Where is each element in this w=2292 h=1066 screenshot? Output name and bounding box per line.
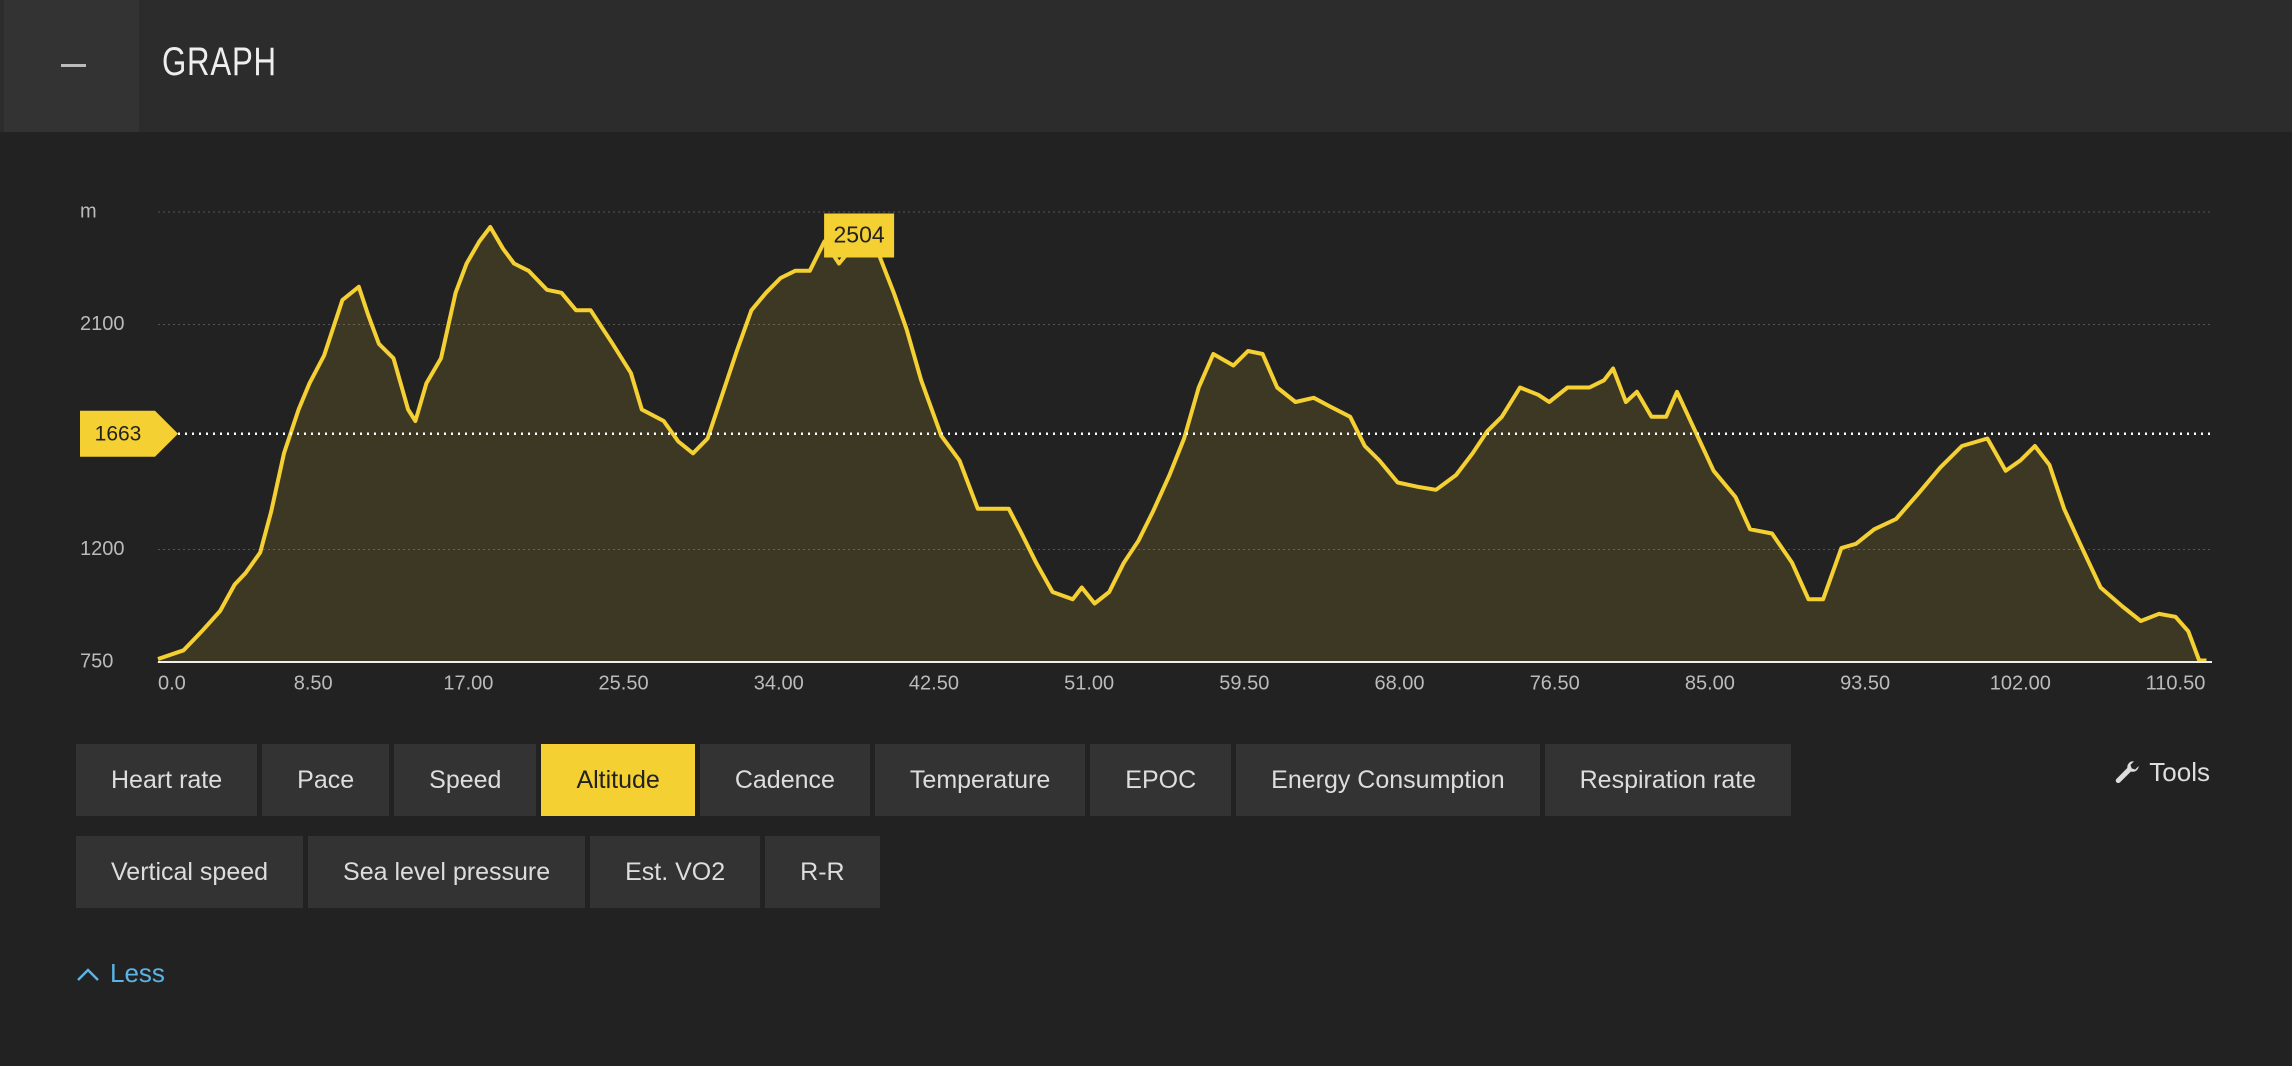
header: GRAPH xyxy=(0,0,2292,132)
reference-marker xyxy=(80,410,178,457)
tab[interactable]: Cadence xyxy=(699,744,870,816)
tab[interactable]: Sea level pressure xyxy=(308,836,586,908)
x-tick-label: 17.00 xyxy=(443,672,493,694)
y-tick-label: 1200 xyxy=(80,538,125,560)
tab[interactable]: Vertical speed xyxy=(76,836,304,908)
tab[interactable]: Respiration rate xyxy=(1544,744,1792,816)
tab[interactable]: Est. VO2 xyxy=(590,836,761,908)
x-tick-label: 51.00 xyxy=(1064,672,1114,694)
less-toggle[interactable]: Less xyxy=(76,958,165,989)
x-tick-label: 102.00 xyxy=(1990,672,2051,694)
reference-label: 1663 xyxy=(95,422,142,445)
tools-button[interactable]: Tools xyxy=(2113,757,2210,788)
tab[interactable]: EPOC xyxy=(1090,744,1232,816)
tab[interactable]: Speed xyxy=(394,744,537,816)
y-tick-label: 2100 xyxy=(80,313,125,335)
x-tick-label: 8.50 xyxy=(294,672,333,694)
tab-row: Vertical speed Sea level pressure Est. VO2… xyxy=(76,836,880,908)
x-tick-label: 34.00 xyxy=(754,672,804,694)
chevron-up xyxy=(77,967,99,981)
less-label: Less xyxy=(110,958,165,988)
chart: m 750 1200 2100 0.0 8.50 17.00 25.50 34.00 42.50 5… xyxy=(80,200,2212,694)
line xyxy=(157,225,2207,663)
tab[interactable]: Altitude xyxy=(541,744,695,816)
tab[interactable]: Heart rate xyxy=(76,744,258,816)
x-tick-label: 0.0 xyxy=(158,672,186,694)
peak-label: 2504 xyxy=(834,222,885,248)
collapse-button[interactable] xyxy=(4,0,139,132)
x-tick-label: 110.50 xyxy=(2146,672,2206,694)
tab[interactable]: Pace xyxy=(262,744,390,816)
tab-row: Heart rate Pace Speed Altitude Cadence Temper… xyxy=(76,744,1792,816)
header-title: GRAPH xyxy=(162,40,277,84)
minus-icon xyxy=(61,64,86,67)
x-tick-label: 68.00 xyxy=(1374,672,1424,694)
tools-label: Tools xyxy=(2149,757,2210,787)
x-tick-label: 76.50 xyxy=(1530,672,1580,694)
x-tick-label: 93.50 xyxy=(1840,672,1890,694)
y-tick-label: 750 xyxy=(80,650,113,672)
tab[interactable]: Energy Consumption xyxy=(1236,744,1540,816)
wrench-icon xyxy=(2116,760,2139,783)
peak-box xyxy=(824,213,895,258)
x-tick-label: 42.50 xyxy=(909,672,959,694)
x-tick-label: 85.00 xyxy=(1685,672,1735,694)
y-unit: m xyxy=(80,200,97,222)
x-tick-label: 59.50 xyxy=(1219,672,1269,694)
tab[interactable]: R-R xyxy=(765,836,880,908)
tab[interactable]: Temperature xyxy=(874,744,1086,816)
x-tick-label: 25.50 xyxy=(599,672,649,694)
